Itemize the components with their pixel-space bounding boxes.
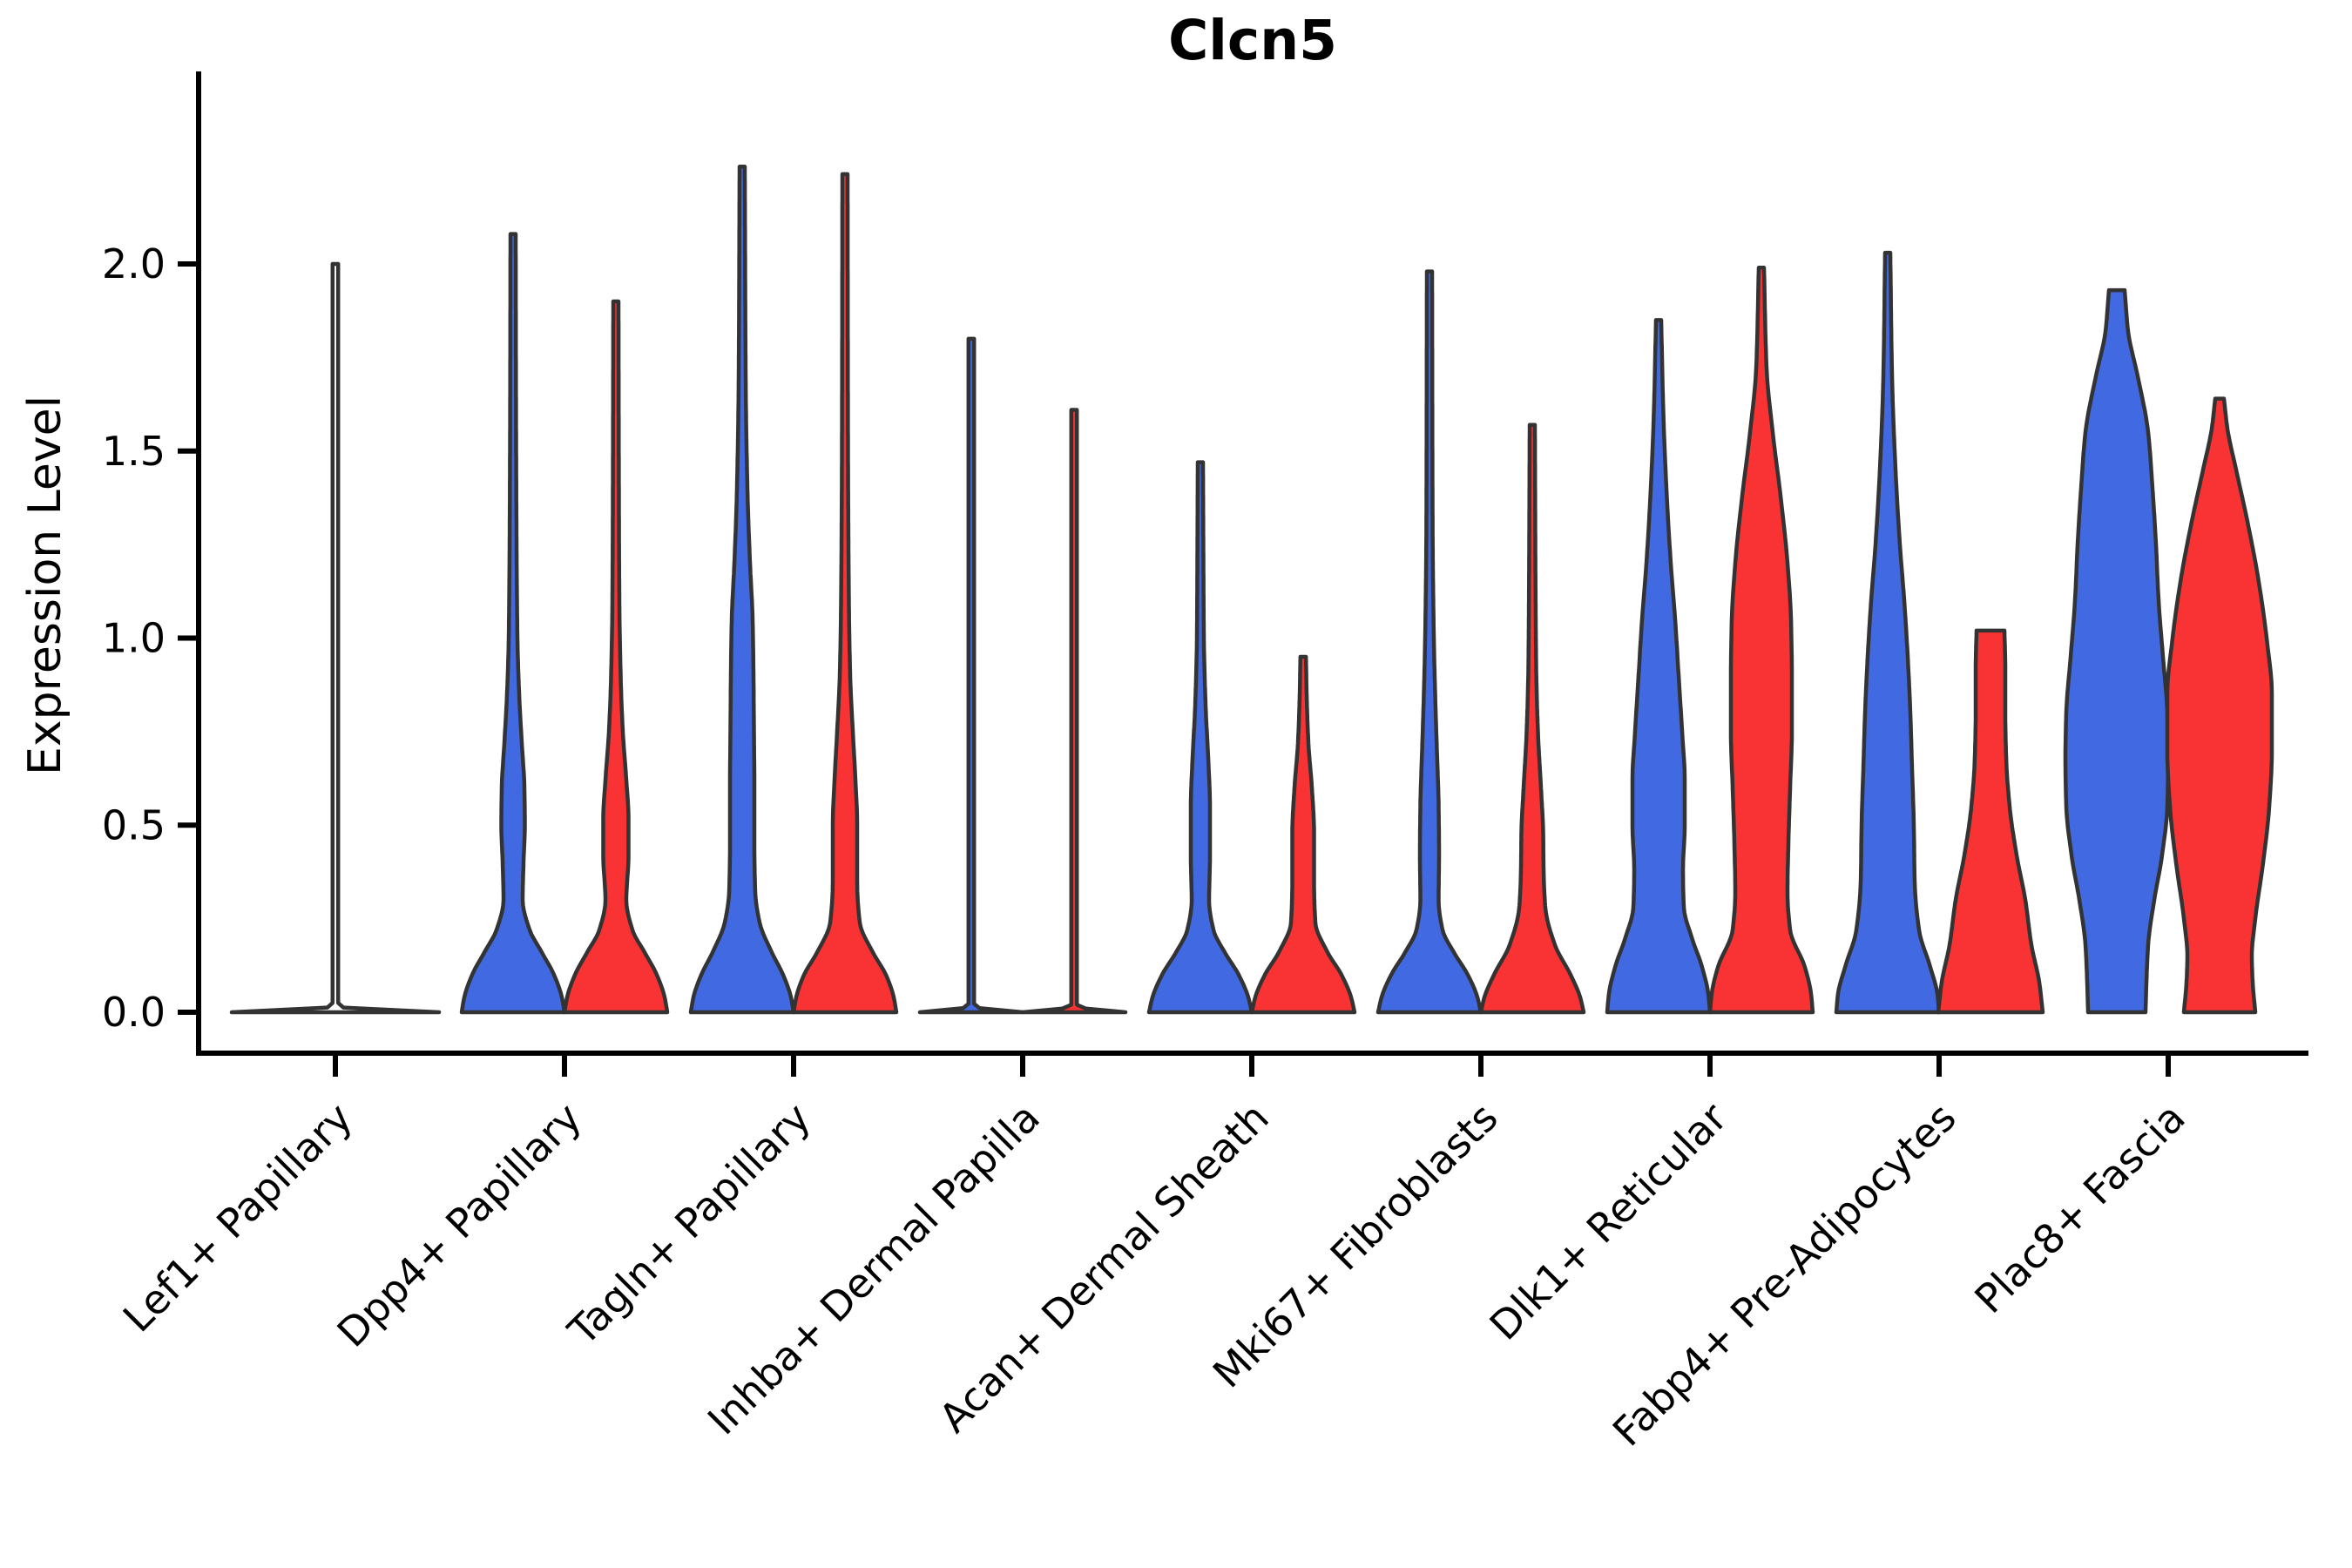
- y-axis-title: Expression Level: [19, 395, 71, 776]
- violin-inhba-red: [1020, 408, 1128, 1015]
- violin-dpp4-red: [562, 299, 670, 1015]
- violin-mki67-blue: [1375, 269, 1484, 1015]
- violin-dlk1-red: [1707, 266, 1815, 1015]
- x-tick-label-2: Dpp4+ Papillary: [328, 1094, 591, 1356]
- x-tick-label-3: Tagln+ Papillary: [558, 1094, 820, 1355]
- violin-dlk1-blue: [1605, 318, 1713, 1015]
- violin-lef1-single: [229, 261, 442, 1015]
- violin-tagln-red: [791, 172, 899, 1015]
- x-tick-label-1: Lef1+ Papillary: [114, 1094, 362, 1342]
- violin-mki67-red: [1478, 422, 1586, 1015]
- y-tick-label-1.5: 1.5: [102, 428, 166, 475]
- violin-acan-blue: [1146, 460, 1254, 1015]
- y-tick-label-2.0: 2.0: [102, 240, 166, 287]
- violin-inhba-blue: [917, 336, 1025, 1015]
- violin-tagln-blue: [688, 165, 796, 1015]
- y-tick-label-0.0: 0.0: [102, 989, 166, 1036]
- violin-acan-red: [1249, 654, 1357, 1015]
- violin-plac8-blue: [2063, 287, 2171, 1015]
- x-tick-label-7: Dlk1+ Reticular: [1481, 1094, 1736, 1349]
- violin-fabp4-red: [1936, 628, 2045, 1015]
- x-tick-label-9: Plac8+ Fascia: [1965, 1094, 2193, 1322]
- violin-dpp4-blue: [459, 232, 567, 1015]
- chart-title: Clcn5: [1168, 9, 1337, 72]
- violin-plac8-red: [2165, 396, 2274, 1015]
- y-tick-label-1.0: 1.0: [102, 615, 166, 662]
- y-tick-label-0.5: 0.5: [102, 801, 166, 848]
- violin-fabp4-blue: [1834, 250, 1942, 1015]
